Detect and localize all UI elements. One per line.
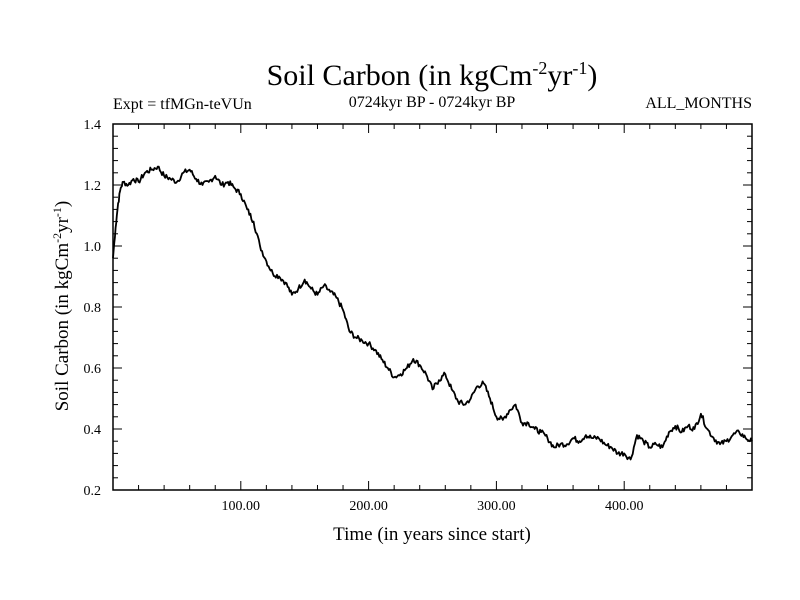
x-axis-label: Time (in years since start) xyxy=(333,524,531,545)
x-tick-label: 200.00 xyxy=(349,499,388,514)
subtitle-left: Expt = tfMGn-teVUn xyxy=(113,96,252,113)
y-tick-label: 1.4 xyxy=(84,118,102,133)
plot-frame xyxy=(112,123,753,491)
series-line xyxy=(112,165,753,461)
chart-title: Soil Carbon (in kgCm-2yr-1) xyxy=(267,58,598,92)
y-axis-label: Soil Carbon (in kgCm-2yr-1) xyxy=(50,201,73,412)
y-tick-label: 1.0 xyxy=(84,240,102,255)
axis-tick-labels: 100.00 200.00 300.00 400.00 0.2 0.4 0.6 0.8 1.0 1… xyxy=(84,118,644,514)
x-tick-label: 300.00 xyxy=(477,499,516,514)
y-tick-label: 0.4 xyxy=(84,423,102,438)
y-tick-label: 0.2 xyxy=(84,484,102,499)
y-tick-label: 0.8 xyxy=(84,301,102,316)
x-tick-label: 100.00 xyxy=(222,499,261,514)
subtitle-right: ALL_MONTHS xyxy=(645,95,752,112)
x-tick-label: 400.00 xyxy=(605,499,644,514)
y-tick-label: 1.2 xyxy=(84,179,102,194)
y-tick-label: 0.6 xyxy=(84,362,102,377)
subtitle-center: 0724kyr BP - 0724kyr BP xyxy=(349,94,516,111)
axis-ticks xyxy=(113,124,752,490)
